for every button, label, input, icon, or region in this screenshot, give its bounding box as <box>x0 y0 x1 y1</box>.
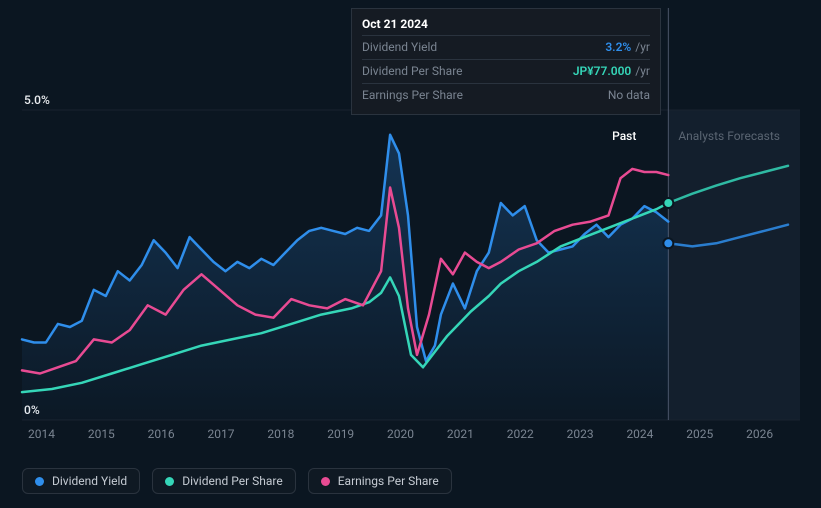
tooltip-row-value: No data <box>608 87 650 104</box>
svg-text:2022: 2022 <box>507 427 534 441</box>
tooltip-row: Dividend Per Share JP¥77.000/yr <box>362 59 650 83</box>
svg-text:Past: Past <box>612 129 636 143</box>
svg-text:2021: 2021 <box>447 427 474 441</box>
tooltip-rows: Dividend Yield 3.2%/yr Dividend Per Share J… <box>362 35 650 106</box>
tooltip-row-value: 3.2%/yr <box>605 39 650 56</box>
svg-text:5.0%: 5.0% <box>24 93 50 107</box>
svg-text:2014: 2014 <box>28 427 55 441</box>
legend-label: Earnings Per Share <box>338 474 439 488</box>
legend-dot-icon <box>321 477 330 486</box>
chart-legend: Dividend Yield Dividend Per Share Earnings… <box>22 468 452 494</box>
tooltip-row-value: JP¥77.000/yr <box>573 63 650 80</box>
tooltip-row: Dividend Yield 3.2%/yr <box>362 35 650 59</box>
legend-item[interactable]: Dividend Yield <box>22 468 140 494</box>
svg-text:2019: 2019 <box>327 427 354 441</box>
svg-text:2026: 2026 <box>746 427 773 441</box>
tooltip-row-label: Dividend Yield <box>362 39 437 56</box>
chart-tooltip: Oct 21 2024 Dividend Yield3.2%/yrDividen… <box>351 8 661 115</box>
svg-text:2016: 2016 <box>148 427 175 441</box>
tooltip-row: Earnings Per Share No data <box>362 83 650 107</box>
legend-dot-icon <box>165 477 174 486</box>
legend-item[interactable]: Dividend Per Share <box>152 468 296 494</box>
svg-text:2017: 2017 <box>208 427 235 441</box>
svg-text:2018: 2018 <box>267 427 294 441</box>
tooltip-date: Oct 21 2024 <box>362 17 650 31</box>
tooltip-row-label: Earnings Per Share <box>362 87 463 104</box>
tooltip-row-label: Dividend Per Share <box>362 63 463 80</box>
svg-text:2020: 2020 <box>387 427 414 441</box>
legend-item[interactable]: Earnings Per Share <box>308 468 452 494</box>
svg-text:2024: 2024 <box>626 427 653 441</box>
svg-text:2015: 2015 <box>88 427 115 441</box>
svg-text:Analysts Forecasts: Analysts Forecasts <box>678 129 780 143</box>
dividend-chart: 0%5.0%PastAnalysts Forecasts201420152016… <box>0 0 821 508</box>
legend-label: Dividend Yield <box>52 474 127 488</box>
legend-label: Dividend Per Share <box>182 474 283 488</box>
svg-text:2025: 2025 <box>686 427 713 441</box>
svg-text:2023: 2023 <box>567 427 594 441</box>
legend-dot-icon <box>35 477 44 486</box>
